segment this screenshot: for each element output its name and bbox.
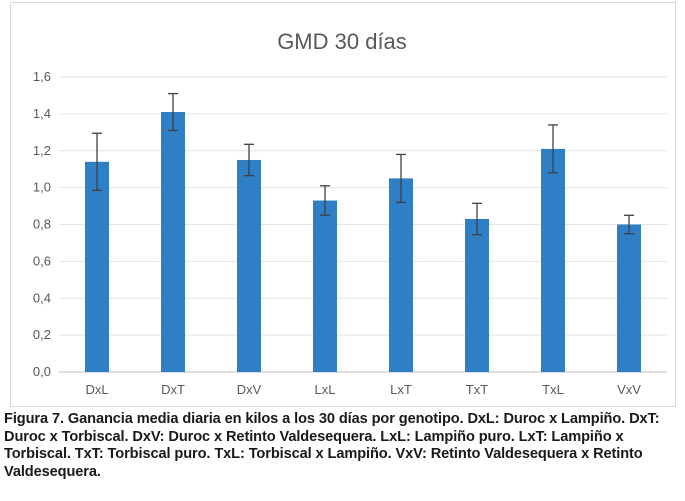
x-category-label: LxT [390,382,412,397]
error-bar-DxL [92,132,102,192]
x-category-label: LxL [315,382,336,397]
bar-DxV [237,159,261,372]
error-bar-DxT [168,92,178,132]
error-bar-VxV [624,214,634,235]
gridlines [59,76,667,373]
y-tick-label: 1,2 [33,143,51,158]
error-bar-LxT [396,153,406,204]
error-bar-TxL [548,124,558,174]
x-category-label: VxV [617,382,641,397]
bars [85,112,641,372]
y-tick-label: 0,2 [33,327,51,342]
x-category-label: DxT [161,382,185,397]
y-tick-label: 1,0 [33,180,51,195]
y-tick-label: 0,0 [33,364,51,379]
error-bar-TxT [472,202,482,236]
bar-LxL [313,200,337,372]
bar-LxT [389,178,413,372]
bar-TxT [465,218,489,372]
x-category-label: DxV [237,382,262,397]
x-axis-category-labels: DxL DxT DxV LxL LxT TxT TxL VxV [85,382,641,397]
x-category-label: DxL [85,382,108,397]
y-axis-tick-labels: 0,0 0,2 0,4 0,6 0,8 1,0 1,2 1,4 1,6 [33,69,51,379]
error-bar-LxL [320,185,330,216]
figure-caption: Figura 7. Ganancia media diaria en kilos… [4,411,660,480]
bar-DxT [161,112,185,372]
chart-svg: GMD 30 días 0,00,20,40,60,81,01,21,41,6 … [33,29,667,397]
bar-TxL [541,148,565,372]
y-tick-label: 0,4 [33,290,51,305]
error-bar-DxV [244,143,254,177]
bar-DxL [85,161,109,372]
error-bars [92,92,634,236]
x-category-label: TxT [466,382,488,397]
x-category-label: TxL [542,382,564,397]
y-tick-label: 1,6 [33,69,51,84]
chart-frame: GMD 30 días 0,0 0,2 0,4 0,6 0,8 1,0 1,2 1,4 1,6 … [10,2,676,407]
bar-VxV [617,224,641,372]
y-tick-label: 0,6 [33,253,51,268]
y-tick-label: 0,8 [33,217,51,232]
chart-title: GMD 30 días [277,29,407,54]
y-tick-label: 1,4 [33,106,51,121]
